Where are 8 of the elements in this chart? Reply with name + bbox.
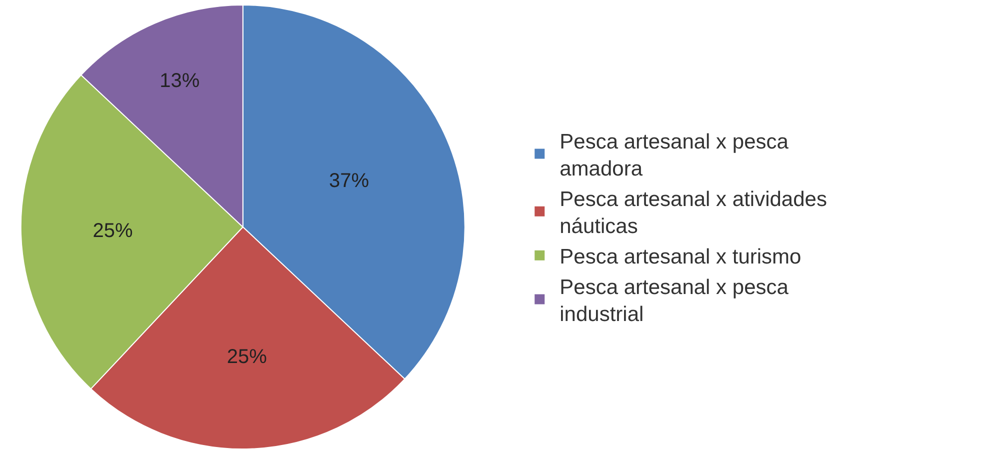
legend-label: Pesca artesanal x atividades náuticas	[560, 188, 827, 238]
data-label: 25%	[226, 346, 268, 368]
data-label: 37%	[329, 170, 370, 192]
data-label: 13%	[160, 70, 200, 92]
legend-label: Pesca artesanal x pesca industrial	[560, 276, 789, 326]
data-label: 25%	[92, 220, 134, 242]
legend-label: Pesca artesanal x pesca amadora	[560, 130, 789, 181]
legend-label: Pesca artesanal x turismo	[560, 246, 802, 269]
